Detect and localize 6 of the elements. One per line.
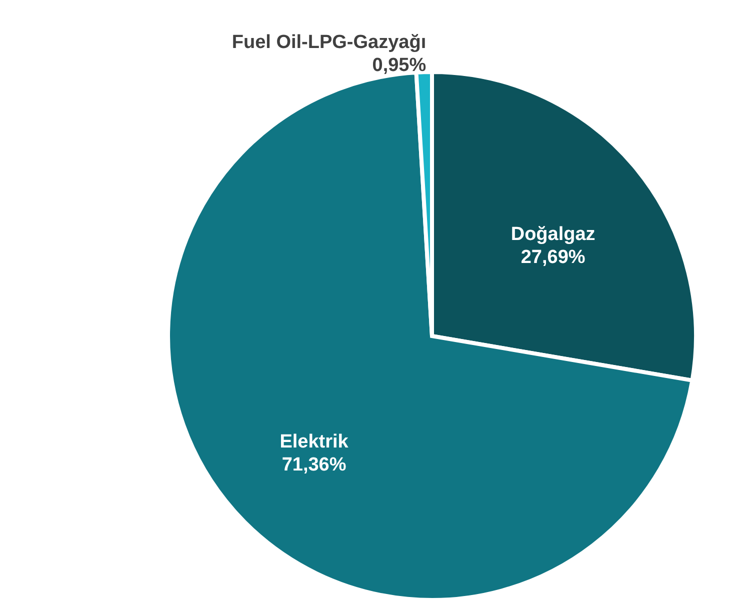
data-label: 27,69%	[520, 246, 586, 268]
data-label: 71,36%	[282, 454, 346, 476]
slice-label: Doğalgaz	[510, 224, 596, 245]
slice-label: Fuel Oil-LPG-Gazyağı	[232, 32, 426, 54]
data-label: 0,95%	[372, 55, 426, 76]
slice-label: Elektrik	[280, 432, 349, 453]
